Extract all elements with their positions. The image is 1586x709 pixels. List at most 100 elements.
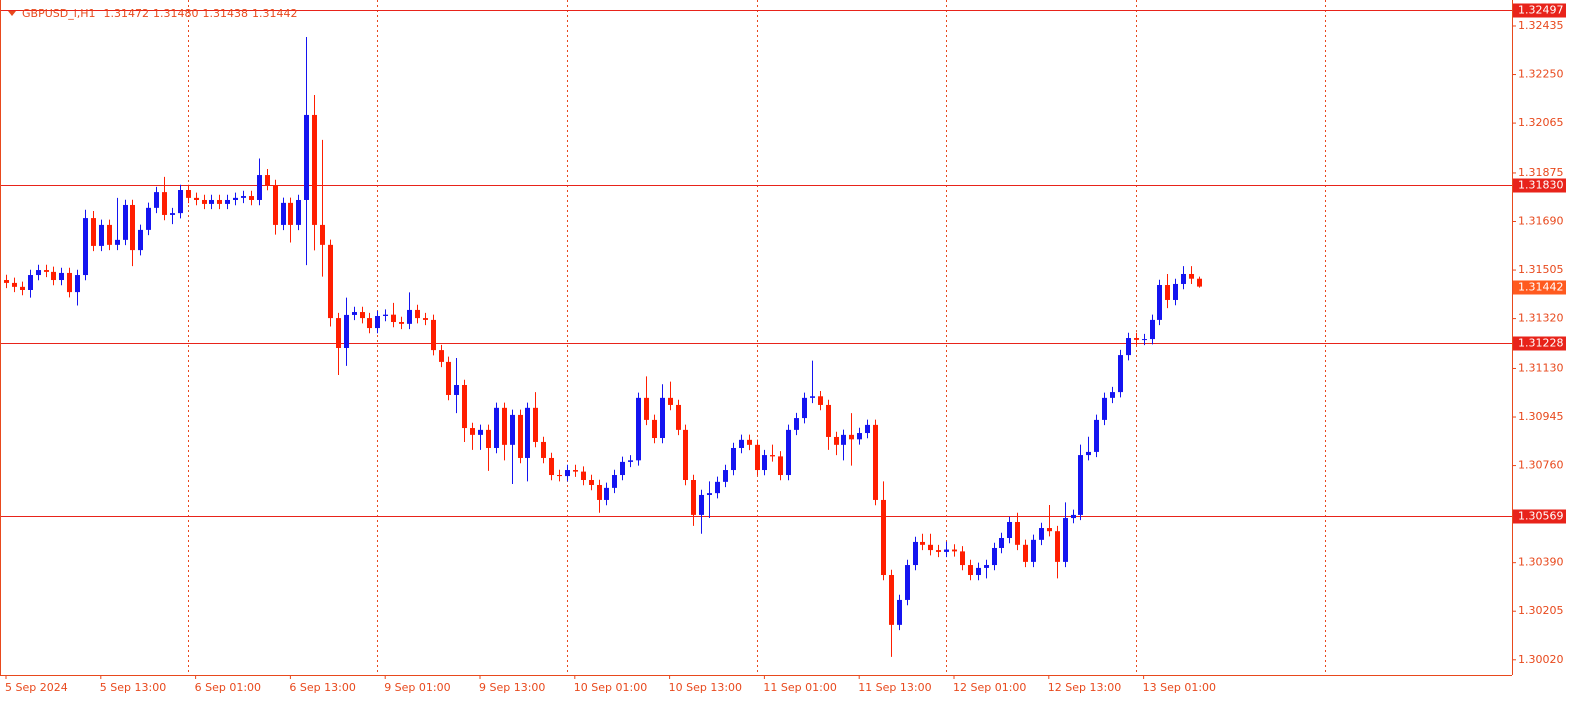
last-price-box	[1513, 280, 1566, 295]
candle-body	[138, 229, 143, 251]
candle-body	[209, 199, 214, 204]
candle-body	[146, 207, 151, 230]
candle-body	[51, 271, 56, 281]
candle-body	[1039, 528, 1044, 540]
candle-body	[968, 565, 973, 576]
candle-body	[810, 396, 815, 398]
candle-body	[1157, 285, 1162, 320]
candle-body	[249, 196, 254, 200]
candle-body	[470, 428, 475, 435]
candle-body	[1031, 539, 1036, 562]
header-text: GBPUSD_i,H1 1.31472 1.31480 1.31438 1.31442	[22, 7, 298, 20]
candle-body	[1007, 521, 1012, 539]
candle-body	[691, 480, 696, 515]
candle-body	[178, 190, 183, 214]
candle-body	[1118, 355, 1123, 393]
candle-body	[668, 397, 673, 405]
candle-body	[4, 280, 9, 283]
candle-body	[952, 549, 957, 552]
candle-body	[170, 213, 175, 215]
candle-body	[44, 270, 49, 272]
candle-body	[502, 407, 507, 445]
candle-body	[67, 272, 72, 293]
candle-body	[518, 414, 523, 458]
candle-body	[415, 309, 420, 319]
level-label: 1.32497	[1518, 4, 1564, 17]
candle-body	[525, 407, 530, 458]
candle-body	[1023, 544, 1028, 562]
candle-body	[597, 484, 602, 500]
candle-body	[296, 199, 301, 225]
candle-body	[1173, 283, 1178, 300]
candle-body	[462, 385, 467, 429]
candle-body	[541, 441, 546, 458]
candle-body	[944, 549, 949, 552]
candle-body	[336, 318, 341, 348]
y-tick-label: 1.31320	[1518, 312, 1564, 325]
candle-body	[344, 314, 349, 348]
x-tick-label: 13 Sep 01:00	[1143, 681, 1216, 694]
candle-body	[913, 541, 918, 566]
candle-body	[446, 361, 451, 395]
level-label: 1.31830	[1518, 179, 1564, 192]
candle-body	[320, 224, 325, 245]
y-tick-label: 1.31505	[1518, 263, 1564, 276]
candle-body	[130, 204, 135, 251]
candle-body	[731, 447, 736, 471]
candle-body	[873, 424, 878, 500]
candle-body	[928, 544, 933, 551]
candle-body	[123, 204, 128, 240]
candle-body	[478, 429, 483, 435]
candle-body	[834, 436, 839, 445]
levels-layer	[0, 10, 1512, 517]
candle-body	[1150, 319, 1155, 340]
symbol: GBPUSD_i,H1	[22, 7, 96, 20]
y-tick-label: 1.32435	[1518, 19, 1564, 32]
candle-body	[841, 434, 846, 445]
candle-body	[233, 197, 238, 200]
candle-body	[644, 397, 649, 420]
candle-body	[762, 455, 767, 471]
candle-body	[715, 481, 720, 494]
candle-body	[36, 270, 41, 276]
candle-body	[423, 318, 428, 320]
candle-body	[960, 551, 965, 566]
candle-body	[328, 244, 333, 319]
candle-body	[747, 439, 752, 445]
candle-body	[573, 470, 578, 472]
candle-body	[802, 397, 807, 419]
candle-body	[897, 599, 902, 625]
candle-body	[154, 192, 159, 208]
candle-body	[636, 397, 641, 461]
candle-body	[889, 575, 894, 625]
candle-body	[660, 397, 665, 439]
candle-body	[225, 199, 230, 204]
candle-body	[1142, 339, 1147, 341]
candle-body	[565, 470, 570, 477]
candle-body	[257, 175, 262, 200]
candle-body	[589, 480, 594, 485]
collapse-arrow	[8, 11, 16, 16]
candle-body	[1110, 392, 1115, 398]
level-label-box	[1513, 3, 1566, 18]
candle-body	[1047, 528, 1052, 532]
candle-body	[533, 407, 538, 442]
y-tick-label: 1.31690	[1518, 215, 1564, 228]
candle-body	[1197, 278, 1202, 287]
candle-body	[999, 538, 1004, 548]
level-label-box	[1513, 178, 1566, 193]
candle-body	[1102, 397, 1107, 420]
candle-body	[510, 414, 515, 445]
candle-body	[407, 309, 412, 324]
candle-body	[1078, 455, 1083, 515]
x-tick-label: 5 Sep 2024	[5, 681, 68, 694]
candle-body	[107, 224, 112, 245]
candle-body	[739, 439, 744, 448]
candle-body	[849, 434, 854, 440]
candle-body	[881, 499, 886, 576]
candle-body	[91, 218, 96, 246]
candle-body	[273, 185, 278, 225]
bar-close: 1.31442	[252, 7, 298, 20]
candle-body	[992, 547, 997, 566]
